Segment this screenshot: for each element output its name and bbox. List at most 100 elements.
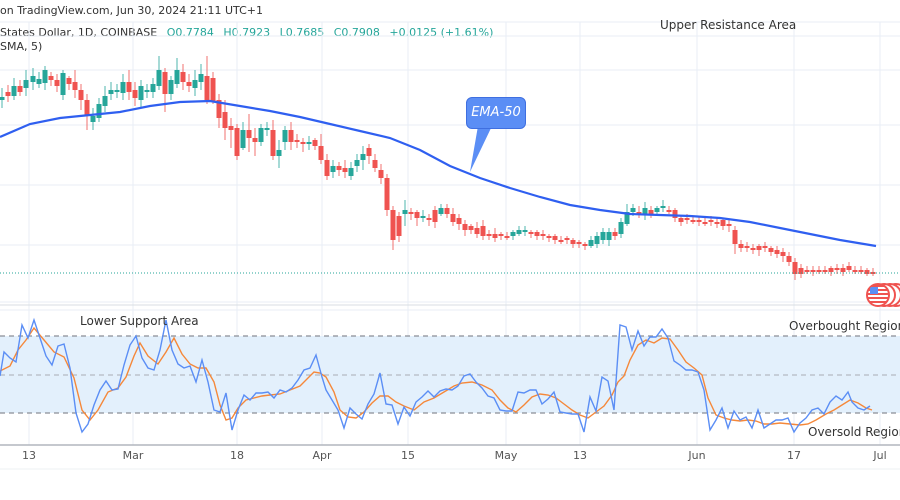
candle-body <box>564 238 570 240</box>
candle-body <box>666 210 672 212</box>
candle-body <box>498 234 504 236</box>
candle-body <box>60 73 66 95</box>
candle-body <box>516 230 522 234</box>
candle <box>174 58 180 88</box>
candle <box>23 70 29 96</box>
candle <box>156 56 162 90</box>
candle <box>546 234 552 242</box>
candle-body <box>852 270 858 272</box>
grid-lines <box>0 21 900 445</box>
candle <box>534 230 540 240</box>
us-flag-event-icon[interactable] <box>866 283 890 307</box>
candle-body <box>660 206 666 208</box>
candle <box>408 208 414 220</box>
candle-body <box>426 218 432 220</box>
candle-body <box>720 220 726 226</box>
candle <box>540 230 546 240</box>
candle <box>756 244 762 256</box>
candle-body <box>126 82 132 92</box>
candle-body <box>192 80 198 88</box>
time-axis-label: 17 <box>787 449 801 462</box>
candle-body <box>252 138 258 142</box>
candle-body <box>822 270 828 272</box>
candle-body <box>576 242 582 244</box>
candle-body <box>702 222 708 224</box>
candle <box>792 258 798 280</box>
candle <box>552 234 558 244</box>
candle <box>252 128 258 156</box>
candle <box>780 248 786 262</box>
candle-body <box>366 148 372 156</box>
candle-body <box>132 90 138 98</box>
candle-body <box>456 218 462 224</box>
candle-body <box>240 130 246 148</box>
candle <box>456 214 462 230</box>
candle <box>78 84 84 110</box>
candle-body <box>750 248 756 250</box>
candle-body <box>582 244 588 246</box>
candle-body <box>324 160 330 176</box>
candle <box>582 242 588 250</box>
candle <box>648 206 654 218</box>
candle-body <box>180 72 186 82</box>
candle-body <box>390 210 396 240</box>
candle-body <box>210 78 216 102</box>
candle <box>66 76 72 90</box>
candle-body <box>11 86 17 96</box>
candle <box>72 70 78 98</box>
candle <box>660 200 666 212</box>
candle-body <box>186 82 192 86</box>
candle <box>366 144 372 164</box>
candle <box>11 78 17 100</box>
candle <box>288 122 294 150</box>
candle-body <box>156 70 162 86</box>
candle-body <box>450 214 456 222</box>
candle <box>348 162 354 180</box>
candle <box>714 218 720 228</box>
candle <box>264 122 270 136</box>
candle-body <box>270 130 276 156</box>
candle <box>84 94 90 130</box>
time-axis-label: 18 <box>230 449 244 462</box>
candle <box>396 212 402 242</box>
candle-body <box>402 210 408 214</box>
ema-50-line <box>0 99 877 248</box>
candle-body <box>96 104 102 118</box>
candle <box>420 210 426 222</box>
candle-body <box>72 82 78 90</box>
candle-body <box>42 70 48 83</box>
candle-body <box>594 236 600 244</box>
candle <box>186 74 192 92</box>
candle <box>702 218 708 226</box>
candle <box>726 220 732 232</box>
candle-body <box>864 270 870 274</box>
price-candles <box>0 56 876 280</box>
candle <box>120 74 126 100</box>
candle <box>474 222 480 238</box>
candle <box>204 56 210 104</box>
candle <box>342 160 348 178</box>
candle-body <box>114 90 120 92</box>
candle <box>198 64 204 90</box>
candle <box>300 138 306 152</box>
candle-body <box>468 226 474 230</box>
candle <box>786 252 792 266</box>
candle-body <box>228 126 234 130</box>
candle <box>234 124 240 160</box>
candle-body <box>90 116 96 122</box>
candle <box>768 246 774 256</box>
candle <box>138 80 144 108</box>
candle <box>384 174 390 216</box>
candle-body <box>420 216 426 218</box>
candle <box>690 216 696 224</box>
candle <box>762 242 768 252</box>
candle <box>486 230 492 240</box>
candle <box>426 214 432 226</box>
indicator-legend[interactable]: SMA, 5) <box>0 40 43 53</box>
time-axis-label: May <box>494 449 518 462</box>
candle-body <box>54 80 60 86</box>
candle <box>504 232 510 240</box>
candle <box>270 120 276 160</box>
candle-body <box>144 90 150 92</box>
